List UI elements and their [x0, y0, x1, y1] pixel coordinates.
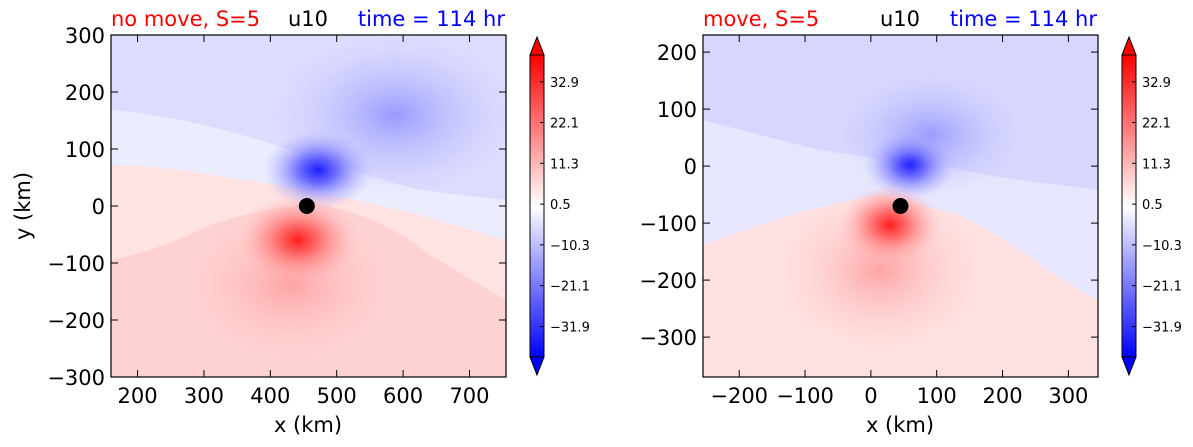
y-tick-label: 100: [657, 98, 697, 122]
y-tick-label: 200: [657, 41, 697, 65]
colorbar-tick-label: −21.1: [550, 280, 590, 295]
panel-2-storm-center-marker: [892, 198, 909, 214]
colorbar-tick-label: −31.9: [550, 320, 590, 335]
colorbar-tick-label: 11.3: [1142, 157, 1171, 172]
panel-1-field: [111, 35, 506, 377]
panel-1-colorbar: 32.9 22.1 11.3 0.5 −10.3 −21.1 −31.9: [529, 35, 590, 377]
y-tick-label: 100: [65, 138, 105, 162]
y-tick-label: −300: [47, 366, 105, 390]
panel-1-y-ticks: −300 −200 −100 0 100 200 300: [47, 24, 506, 390]
colorbar-tick-label: 22.1: [550, 117, 579, 132]
panel-2-x-ticks: −200 −100 0 100 200 300: [710, 35, 1088, 408]
panel-2-y-ticks: −300 −200 −100 0 100 200: [639, 41, 1098, 350]
panel-2-x-axis-label: x (km): [866, 413, 934, 437]
colorbar-tick-label: −21.1: [1142, 280, 1182, 295]
panel-1-title-center: u10: [288, 7, 328, 31]
panel-2-title-left: move, S=5: [703, 7, 819, 31]
panel-1-colorbar-min-arrow: [529, 356, 545, 377]
colorbar-tick-label: 22.1: [1142, 117, 1171, 132]
x-tick-label: 500: [317, 384, 357, 408]
y-tick-label: 0: [92, 195, 105, 219]
colorbar-tick-label: −31.9: [1142, 320, 1182, 335]
panel-1-colorbar-max-arrow: [529, 35, 545, 56]
y-tick-label: 300: [65, 24, 105, 48]
y-tick-label: −200: [47, 309, 105, 333]
panel-1-x-axis-label: x (km): [274, 413, 342, 437]
x-tick-label: −200: [710, 384, 768, 408]
panel-1-x-ticks: 200 300 400 500 600 700: [118, 35, 490, 408]
x-tick-label: 100: [917, 384, 957, 408]
y-tick-label: −200: [639, 269, 697, 293]
x-tick-label: 600: [383, 384, 423, 408]
panel-2: −200 −100 0 100 200 300 −300 −200 −100 0 100 200 m…: [639, 7, 1182, 437]
x-tick-label: −100: [776, 384, 834, 408]
x-tick-label: 700: [449, 384, 489, 408]
x-tick-label: 200: [982, 384, 1022, 408]
panel-2-colorbar: 32.9 22.1 11.3 0.5 −10.3 −21.1 −31.9: [1121, 35, 1182, 377]
panel-1: 200 300 400 500 600 700 −300 −200 −100 0 100 200 30…: [11, 7, 590, 437]
x-tick-label: 300: [1048, 384, 1088, 408]
x-tick-label: 200: [118, 384, 158, 408]
colorbar-tick-label: 0.5: [550, 198, 571, 213]
panel-2-frame: [702, 34, 1099, 378]
panel-2-colorbar-min-arrow: [1121, 356, 1137, 377]
panel-2-title-right: time = 114 hr: [950, 7, 1097, 31]
colorbar-tick-label: −10.3: [1142, 239, 1182, 254]
y-tick-label: −100: [639, 212, 697, 236]
x-tick-label: 300: [184, 384, 224, 408]
panel-1-title-right: time = 114 hr: [358, 7, 505, 31]
colorbar-tick-label: 32.9: [1142, 76, 1171, 91]
panel-2-title-center: u10: [880, 7, 920, 31]
panel-1-y-axis-label: y (km): [11, 172, 35, 240]
y-tick-label: −300: [639, 326, 697, 350]
x-tick-label: 0: [864, 384, 877, 408]
x-tick-label: 400: [250, 384, 290, 408]
colorbar-tick-label: 0.5: [1142, 198, 1163, 213]
y-tick-label: 0: [684, 155, 697, 179]
panel-2-colorbar-max-arrow: [1121, 35, 1137, 56]
panel-1-storm-center-marker: [298, 198, 315, 214]
colorbar-tick-label: 32.9: [550, 76, 579, 91]
colorbar-tick-label: 11.3: [550, 157, 579, 172]
panel-1-title-left: no move, S=5: [111, 7, 260, 31]
y-tick-label: 200: [65, 81, 105, 105]
colorbar-tick-label: −10.3: [550, 239, 590, 254]
y-tick-label: −100: [47, 252, 105, 276]
